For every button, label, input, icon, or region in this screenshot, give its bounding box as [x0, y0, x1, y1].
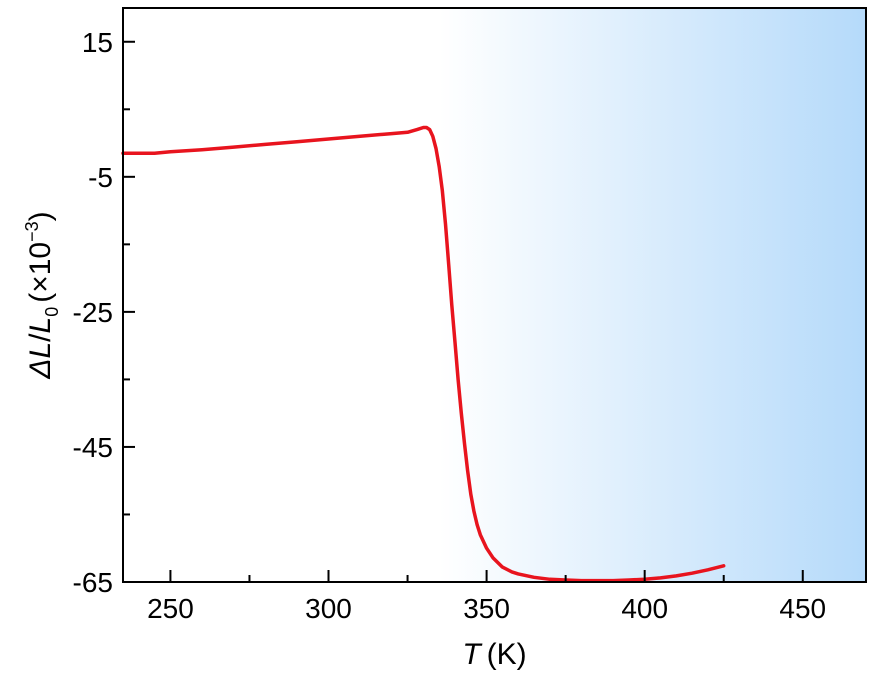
plot-frame	[122, 7, 867, 583]
y-axis-label-unit-close: )	[24, 211, 57, 221]
x-tick-label: 450	[779, 593, 826, 624]
y-tick-label: -25	[73, 297, 113, 328]
y-axis-label-unit-open: (×10	[24, 242, 57, 303]
x-axis-label-unit: (K)	[487, 638, 527, 671]
y-axis-label-exponent: −3	[22, 221, 42, 242]
y-axis-label-l2: L	[24, 317, 57, 334]
y-axis-label-l1: L	[24, 342, 57, 359]
y-axis-label-slash: /	[24, 333, 57, 342]
x-tick-label: 300	[305, 593, 352, 624]
y-axis-label: ΔL/L0(×10−3)	[22, 211, 62, 379]
y-axis-label-delta: Δ	[24, 359, 57, 380]
y-tick-label: -45	[73, 432, 113, 463]
x-tick-label: 350	[463, 593, 510, 624]
y-tick-label: 15	[82, 27, 113, 58]
ticks-layer: 250 300 350 400 450 15 -5 -25 -45 -65	[73, 27, 827, 624]
y-tick-label: -5	[88, 162, 113, 193]
x-axis-label-symbol: T	[462, 638, 483, 671]
plot-background	[123, 8, 866, 582]
series-line	[121, 125, 726, 583]
x-tick-label: 250	[147, 593, 194, 624]
y-axis-label-subscript: 0	[42, 307, 62, 317]
y-tick-label: -65	[73, 567, 113, 598]
x-tick-label: 400	[621, 593, 668, 624]
x-axis-label: T (K)	[462, 638, 526, 671]
series-layer	[121, 125, 726, 583]
